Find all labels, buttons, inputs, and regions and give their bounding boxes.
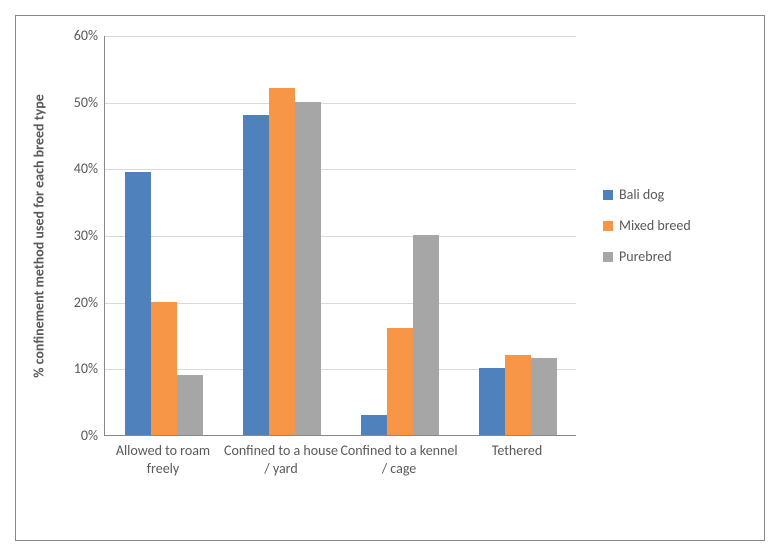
bar — [531, 358, 557, 435]
bar — [151, 302, 177, 435]
bar — [243, 115, 269, 435]
x-tick-label: Allowed to roam freely — [104, 442, 222, 477]
y-axis-tick-labels: 0%10%20%30%40%50%60% — [16, 36, 104, 436]
x-axis-tick-labels: Allowed to roam freelyConfined to a hous… — [104, 438, 576, 518]
legend-label: Purebred — [619, 248, 672, 265]
x-tick-label: Tethered — [458, 442, 576, 460]
bar — [361, 415, 387, 435]
gridline — [105, 36, 576, 37]
x-tick-label: Confined to a kennel / cage — [340, 442, 458, 477]
y-tick-label: 20% — [16, 296, 104, 310]
bar — [479, 368, 505, 435]
chart-container: % confinement method used for each breed… — [0, 0, 780, 556]
y-tick-label: 0% — [16, 429, 104, 443]
legend-label: Bali dog — [619, 186, 664, 203]
y-tick-label: 50% — [16, 96, 104, 110]
bar — [125, 172, 151, 435]
legend: Bali dog Mixed breed Purebred — [603, 186, 738, 279]
y-tick-label: 40% — [16, 162, 104, 176]
bar — [387, 328, 413, 435]
gridline — [105, 103, 576, 104]
legend-item: Purebred — [603, 248, 738, 265]
gridline — [105, 236, 576, 237]
y-tick-label: 30% — [16, 229, 104, 243]
legend-swatch — [603, 221, 613, 231]
gridline — [105, 169, 576, 170]
bar — [177, 375, 203, 435]
legend-item: Mixed breed — [603, 217, 738, 234]
plot-area — [104, 36, 576, 436]
bar — [413, 235, 439, 435]
legend-label: Mixed breed — [619, 217, 691, 234]
y-tick-label: 10% — [16, 362, 104, 376]
bar — [295, 102, 321, 435]
chart-frame: % confinement method used for each breed… — [15, 15, 765, 541]
legend-swatch — [603, 190, 613, 200]
legend-swatch — [603, 252, 613, 262]
legend-item: Bali dog — [603, 186, 738, 203]
y-tick-label: 60% — [16, 29, 104, 43]
bar — [269, 88, 295, 435]
x-tick-label: Confined to a house / yard — [222, 442, 340, 477]
bar — [505, 355, 531, 435]
